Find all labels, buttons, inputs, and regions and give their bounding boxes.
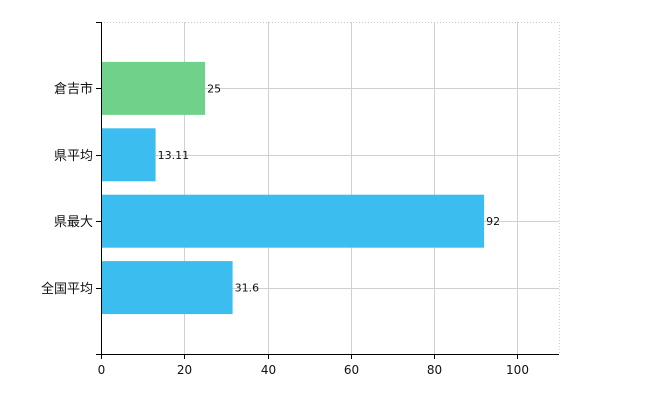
category-label: 倉吉市	[54, 81, 93, 97]
bar-value-label: 13.11	[158, 149, 190, 162]
x-tick-label: 60	[344, 363, 359, 377]
x-tick-label: 0	[98, 363, 106, 377]
bar-value-label: 31.6	[235, 282, 260, 295]
x-tick-label: 100	[506, 363, 529, 377]
x-tick-label: 40	[261, 363, 276, 377]
bar	[102, 194, 485, 248]
bar	[102, 128, 156, 182]
category-label: 全国平均	[41, 281, 93, 297]
x-tick-label: 80	[427, 363, 442, 377]
category-label: 県最大	[54, 215, 93, 230]
bars: 25 13.11 92 31.6	[102, 61, 500, 315]
category-label: 県平均	[54, 149, 93, 164]
bar-value-label: 25	[207, 82, 221, 95]
bar	[102, 61, 206, 115]
bar-value-label: 92	[486, 215, 500, 228]
x-tick-label: 20	[177, 363, 192, 377]
bar	[102, 261, 233, 315]
